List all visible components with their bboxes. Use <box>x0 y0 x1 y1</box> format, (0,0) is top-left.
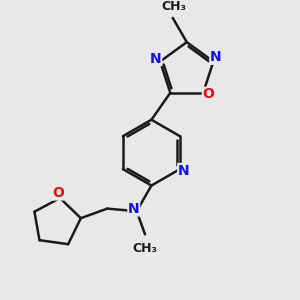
Text: N: N <box>178 164 190 178</box>
Text: CH₃: CH₃ <box>133 242 158 255</box>
Text: N: N <box>128 202 140 216</box>
Text: CH₃: CH₃ <box>162 0 187 13</box>
Text: O: O <box>202 87 214 101</box>
Text: N: N <box>150 52 162 66</box>
Text: N: N <box>210 50 221 64</box>
Text: O: O <box>52 186 64 200</box>
